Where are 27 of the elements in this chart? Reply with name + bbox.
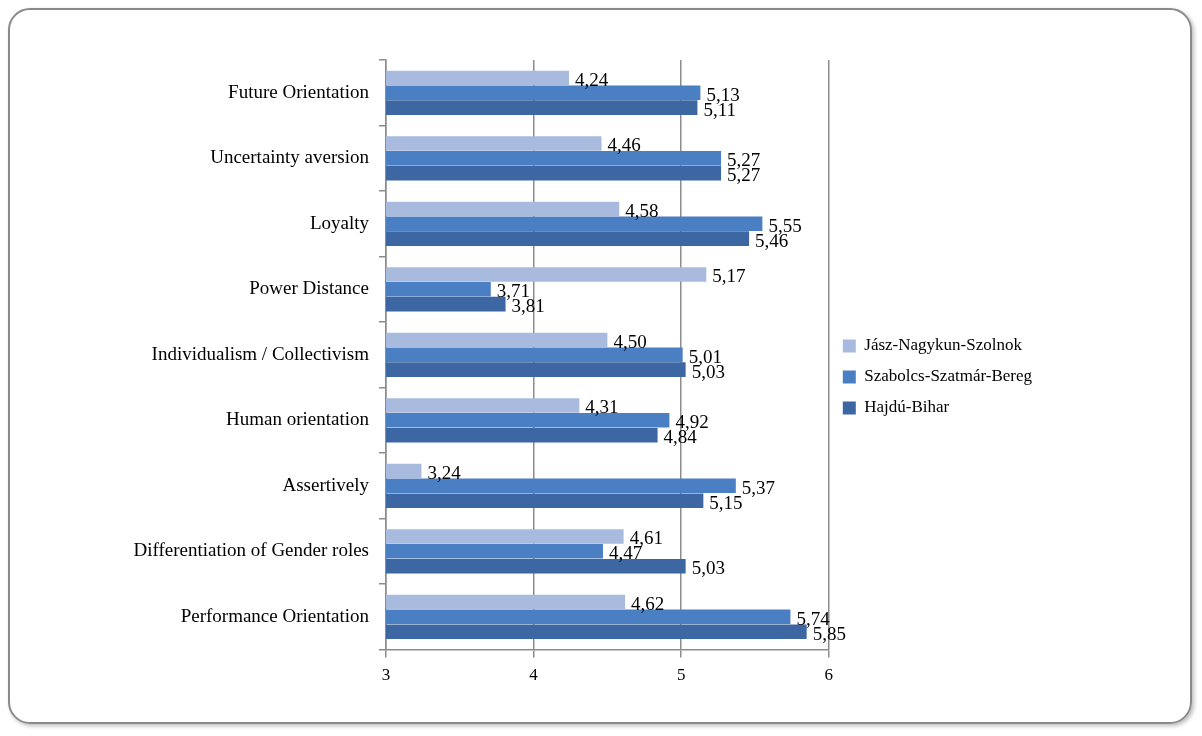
data-label: 4,58	[625, 199, 659, 221]
x-tick-label: 5	[676, 665, 686, 685]
y-tick-label: Uncertainty aversion	[210, 146, 370, 168]
data-label: 4,31	[585, 396, 619, 418]
data-label: 4,24	[575, 68, 609, 90]
legend-label: Szabolcs-Szatmár-Bereg	[864, 366, 1033, 386]
y-tick-label: Power Distance	[249, 277, 369, 299]
y-tick-label: Future Orientation	[228, 80, 370, 102]
data-label: 3,24	[427, 461, 462, 483]
legend-label: Hajdú-Bihar	[864, 397, 950, 417]
y-tick-label: Human orientation	[226, 408, 370, 430]
y-tick-label: Performance Orientation	[180, 604, 370, 626]
data-label: 4,50	[613, 330, 647, 352]
x-tick-label: 6	[824, 665, 834, 685]
x-tick-label: 4	[529, 665, 539, 685]
y-tick-label: Differentiation of Gender roles	[133, 539, 369, 561]
y-tick-label: Individualism / Collectivism	[151, 342, 370, 364]
data-label: 5,03	[691, 557, 725, 579]
data-label: 5,15	[709, 491, 743, 513]
data-label: 5,17	[712, 265, 746, 287]
data-label: 4,62	[631, 592, 665, 614]
y-tick-label: Loyalty	[309, 211, 370, 233]
x-tick-label: 3	[381, 665, 391, 685]
legend-label: Jász-Nagykun-Szolnok	[864, 335, 1023, 355]
data-label: 4,46	[607, 134, 641, 156]
data-label: 5,37	[741, 476, 776, 498]
y-tick-label: Assertively	[282, 473, 370, 495]
